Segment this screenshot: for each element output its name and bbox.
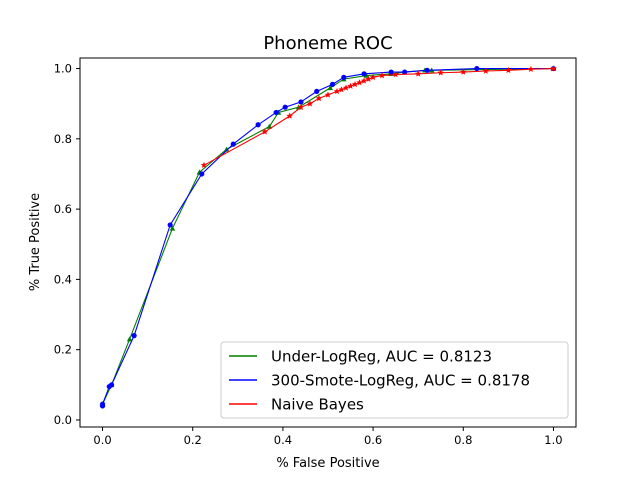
data-point [414, 70, 422, 77]
plot-area [99, 65, 557, 409]
data-point [273, 109, 279, 116]
data-point [230, 141, 236, 147]
data-point [365, 75, 372, 82]
legend-label: Naive Bayes [271, 396, 364, 414]
series-2 [99, 65, 557, 409]
x-tick-label: 0.0 [93, 433, 111, 447]
data-point [341, 74, 347, 80]
data-point [261, 128, 269, 135]
axes-frame [79, 57, 577, 428]
data-point [327, 85, 334, 91]
data-point [356, 79, 363, 86]
y-axis-label: % True Positive [28, 193, 43, 291]
data-point [199, 171, 205, 177]
data-point [255, 122, 261, 128]
y-tick-label: 0.4 [54, 272, 72, 286]
data-point [482, 67, 490, 74]
data-point [315, 95, 323, 102]
x-tick-label: 0.6 [364, 433, 382, 447]
data-point [527, 65, 535, 72]
data-point [424, 67, 430, 73]
x-axis-label: % False Positive [276, 456, 379, 471]
data-point [99, 401, 106, 407]
x-tick-label: 0.2 [184, 433, 202, 447]
data-point [126, 336, 133, 342]
data-point [378, 72, 386, 79]
data-point [363, 72, 370, 78]
y-tick-label: 0.0 [54, 413, 72, 427]
data-point [550, 65, 557, 72]
y-tick-label: 0.2 [54, 343, 72, 357]
y-tick-label: 0.6 [54, 202, 72, 216]
data-point [297, 103, 305, 110]
x-tick-label: 1.0 [544, 433, 562, 447]
data-point [392, 71, 399, 78]
data-point [131, 333, 137, 339]
data-point [369, 73, 377, 81]
data-point [437, 69, 444, 76]
data-point [338, 86, 345, 93]
data-point [314, 88, 320, 94]
y-tick-label: 0.8 [54, 132, 72, 146]
data-point [460, 68, 467, 75]
data-point [474, 65, 480, 72]
data-point [347, 82, 354, 89]
chart-title: Phoneme ROC [263, 33, 392, 54]
x-tick-label: 0.4 [274, 433, 292, 447]
data-point [200, 161, 208, 168]
series-3 [200, 65, 557, 168]
data-point [223, 146, 230, 152]
legend-label: 300-Smote-LogReg, AUC = 0.8178 [271, 372, 530, 390]
data-point [333, 87, 341, 95]
legend-box [220, 341, 569, 419]
legend: Under-LogReg, AUC = 0.8123 300-Smote-LogR… [220, 341, 569, 419]
data-point [361, 71, 367, 77]
legend-label: Under-LogReg, AUC = 0.8123 [271, 348, 492, 366]
data-point [329, 81, 336, 87]
data-point [306, 100, 314, 107]
data-point [505, 66, 512, 74]
series-line [203, 67, 554, 166]
x-tick-label: 0.8 [454, 433, 472, 447]
data-point [351, 80, 359, 88]
data-point [342, 84, 350, 91]
data-point [167, 222, 173, 228]
data-point [324, 91, 332, 98]
data-point [402, 69, 408, 75]
data-point [388, 69, 394, 75]
data-point [360, 77, 368, 84]
y-tick-label: 1.0 [54, 62, 72, 76]
data-point [298, 99, 304, 105]
axes: 0.0 0.2 0.4 0.6 0.8 1.0 0.0 0.2 0.4 0.6 0.8 1.0 [54, 57, 577, 447]
data-point [108, 382, 115, 388]
data-point [286, 112, 293, 119]
data-point [169, 225, 176, 231]
data-point [282, 104, 288, 110]
